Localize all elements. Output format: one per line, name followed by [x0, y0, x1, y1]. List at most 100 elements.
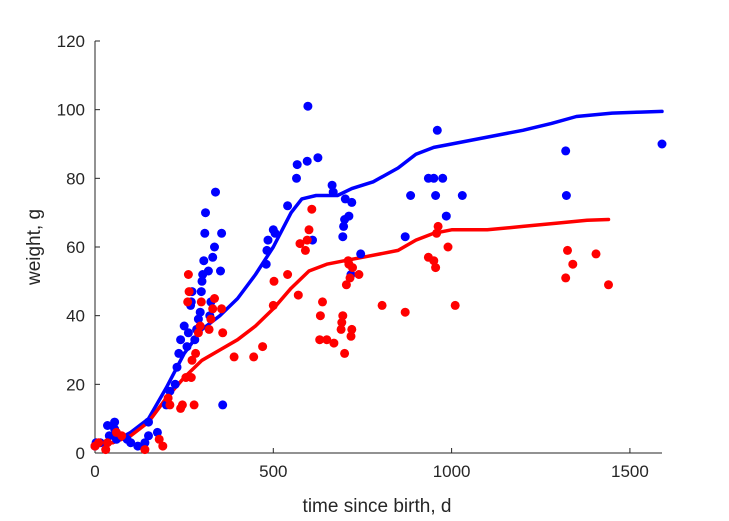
y-tick-label: 40: [66, 307, 85, 326]
red-data-point: [315, 311, 325, 321]
red-data-point: [348, 263, 357, 273]
red-data-point: [318, 297, 327, 307]
y-tick-label: 100: [57, 101, 85, 120]
red-data-point: [568, 259, 578, 269]
fit-curves: [93, 109, 664, 448]
x-tick-label: 1000: [433, 462, 471, 481]
blue-data-point: [344, 211, 354, 221]
red-data-point: [158, 441, 168, 451]
blue-data-point: [441, 211, 451, 221]
red-data-point: [315, 335, 325, 345]
data-points: [90, 101, 667, 455]
blue-data-point: [144, 431, 153, 441]
red-data-point: [165, 400, 175, 410]
blue-data-point: [172, 362, 182, 372]
red-data-point: [187, 355, 197, 365]
blue-fit-curve: [93, 109, 664, 445]
red-data-point: [295, 239, 305, 249]
y-ticks: 0 20 40 60 80 100 120: [57, 32, 100, 463]
blue-data-point: [208, 252, 218, 262]
red-data-point: [329, 338, 339, 348]
red-data-point: [208, 304, 218, 314]
red-data-point: [249, 352, 259, 362]
red-data-point: [195, 321, 205, 331]
x-axis-title: time since birth, d: [303, 496, 452, 517]
blue-data-point: [103, 421, 112, 430]
red-data-point: [337, 318, 347, 327]
blue-data-point: [203, 266, 213, 276]
red-data-point: [433, 221, 443, 231]
red-data-point: [154, 434, 164, 444]
blue-data-point: [438, 173, 448, 183]
y-axis-title: weight, g: [24, 209, 45, 286]
red-data-point: [354, 270, 364, 279]
red-data-point: [429, 256, 439, 266]
y-tick-label: 20: [66, 375, 85, 394]
blue-data-point: [356, 249, 366, 259]
blue-data-point: [176, 335, 186, 345]
blue-data-point: [183, 328, 193, 338]
red-data-point: [117, 431, 127, 441]
red-data-point: [189, 400, 199, 410]
red-data-point: [193, 328, 203, 338]
red-data-point: [183, 297, 193, 307]
red-data-point: [258, 342, 268, 352]
blue-data-point: [211, 187, 220, 197]
x-tick-label: 1500: [611, 462, 649, 481]
red-data-point: [186, 373, 196, 382]
blue-data-point: [262, 245, 272, 255]
y-tick-label: 60: [66, 238, 85, 257]
red-data-point: [302, 235, 312, 245]
blue-data-point: [431, 191, 441, 200]
red-data-point: [450, 300, 460, 310]
y-tick-label: 80: [66, 169, 85, 188]
red-data-point: [400, 307, 410, 317]
red-data-point: [101, 445, 111, 455]
red-data-point: [229, 352, 239, 362]
blue-data-point: [328, 187, 338, 197]
blue-data-point: [104, 431, 114, 441]
x-tick-label: 500: [259, 462, 287, 481]
red-data-point: [304, 225, 314, 235]
blue-data-point: [561, 191, 571, 200]
red-data-point: [431, 263, 441, 273]
blue-data-point: [182, 342, 192, 352]
red-data-point: [283, 270, 293, 279]
y-tick-label: 120: [57, 32, 85, 51]
axes: [94, 41, 662, 454]
blue-data-point: [339, 221, 349, 231]
red-data-point: [336, 324, 346, 334]
blue-data-point: [140, 438, 150, 448]
red-data-point: [322, 335, 332, 345]
red-data-point: [206, 314, 216, 324]
x-ticks: 0 500 1000 1500: [90, 448, 649, 481]
red-data-point: [196, 297, 206, 307]
blue-data-point: [110, 417, 120, 427]
blue-data-point: [292, 160, 302, 170]
blue-data-point: [179, 321, 189, 331]
blue-data-point: [144, 417, 153, 427]
blue-data-point: [406, 191, 416, 200]
blue-data-point: [199, 256, 209, 266]
red-data-point: [307, 204, 317, 214]
blue-data-point: [133, 441, 143, 451]
blue-data-point: [429, 173, 439, 183]
blue-data-point: [263, 235, 273, 245]
blue-data-point: [170, 379, 180, 389]
blue-data-point: [200, 228, 210, 238]
blue-data-point: [218, 400, 228, 410]
blue-data-point: [657, 139, 667, 149]
red-data-point: [604, 280, 613, 290]
red-data-point: [300, 245, 310, 255]
red-data-point: [268, 300, 278, 310]
red-data-point: [341, 280, 351, 290]
red-data-point: [346, 331, 356, 341]
red-data-point: [293, 290, 303, 300]
red-data-point: [561, 273, 571, 283]
red-data-point: [338, 311, 348, 321]
blue-data-point: [261, 259, 271, 269]
blue-data-point: [270, 228, 280, 238]
blue-data-point: [165, 386, 175, 396]
blue-data-point: [217, 228, 227, 238]
blue-data-point: [432, 125, 442, 135]
